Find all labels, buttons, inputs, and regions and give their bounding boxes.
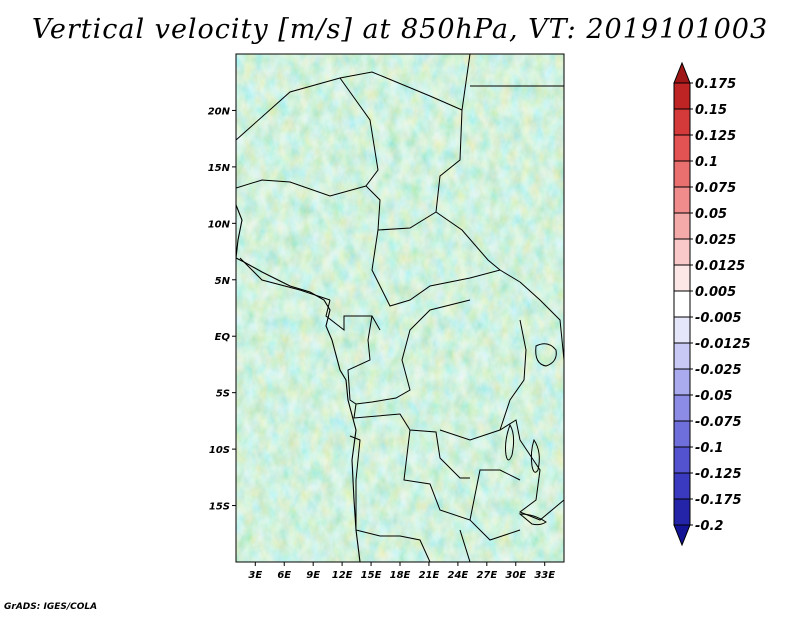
- latitude-axis: 20N 15N 10N 5N EQ 5S 10S 15S: [208, 106, 236, 513]
- colorbar-label: -0.125: [695, 467, 742, 482]
- colorbar-box: [673, 238, 691, 266]
- plot-title: Vertical velocity [m/s] at 850hPa, VT: 2…: [31, 14, 769, 45]
- colorbar-box: [673, 472, 691, 500]
- colorbar-top-arrow: [673, 61, 691, 84]
- lon-tick-label: 30E: [505, 570, 526, 581]
- colorbar-label: 0.125: [695, 129, 736, 144]
- colorbar-label: -0.005: [695, 311, 742, 326]
- lat-tick-label: 15S: [209, 502, 230, 513]
- lon-tick-label: 24E: [448, 570, 469, 581]
- colorbar-label: 0.075: [695, 181, 736, 196]
- colorbar-box: [673, 82, 691, 110]
- colorbar-box: [673, 108, 691, 136]
- colorbar-label: -0.2: [695, 519, 723, 534]
- colorbar-label: 0.175: [695, 77, 736, 92]
- colorbar-box: [673, 498, 691, 526]
- colorbar-box: [673, 212, 691, 240]
- grads-credit: GrADS: IGES/COLA: [4, 602, 98, 612]
- colorbar-box: [673, 342, 691, 370]
- lon-tick-label: 33E: [534, 570, 555, 581]
- lon-tick-label: 6E: [277, 570, 291, 581]
- colorbar-label: 0.1: [695, 155, 718, 170]
- colorbar-box: [673, 186, 691, 214]
- lat-tick-label: 10S: [209, 445, 230, 456]
- colorbar-box: [673, 134, 691, 162]
- colorbar: 0.175 0.15 0.125 0.1 0.075 0.05 0.025 0.0125 0.0…: [673, 61, 751, 547]
- colorbar-label: -0.05: [695, 389, 732, 404]
- country-borders: [236, 54, 564, 562]
- lon-tick-label: 9E: [306, 570, 320, 581]
- velocity-field: [236, 54, 564, 562]
- lon-tick-label: 18E: [390, 570, 411, 581]
- colorbar-label: -0.0125: [695, 337, 751, 352]
- colorbar-label: 0.05: [695, 207, 727, 222]
- longitude-axis: 3E 6E 9E 12E 15E 18E 21E 24E 27E 30E 33E: [248, 562, 555, 581]
- lon-tick-label: 12E: [332, 570, 353, 581]
- lat-tick-label: 5S: [216, 389, 230, 400]
- lon-tick-label: 21E: [419, 570, 440, 581]
- colorbar-label: -0.1: [695, 441, 723, 456]
- lon-tick-label: 27E: [476, 570, 497, 581]
- colorbar-label: 0.0125: [695, 259, 745, 274]
- colorbar-bottom-arrow: [673, 524, 691, 547]
- coastline: [236, 204, 361, 562]
- colorbar-box: [673, 446, 691, 474]
- colorbar-box: [673, 290, 691, 318]
- colorbar-box: [673, 316, 691, 344]
- lat-tick-label: 5N: [215, 276, 231, 287]
- colorbar-label: 0.15: [695, 103, 727, 118]
- colorbar-box: [673, 394, 691, 422]
- lat-tick-label: 15N: [208, 163, 231, 174]
- lat-tick-label: 10N: [208, 219, 231, 230]
- colorbar-box: [673, 368, 691, 396]
- lat-tick-label: EQ: [215, 332, 231, 343]
- lon-tick-label: 3E: [248, 570, 262, 581]
- lon-tick-label: 15E: [361, 570, 382, 581]
- colorbar-label: -0.175: [695, 493, 742, 508]
- colorbar-box: [673, 160, 691, 188]
- colorbar-label: 0.025: [695, 233, 736, 248]
- colorbar-box: [673, 264, 691, 292]
- colorbar-label: 0.005: [695, 285, 736, 300]
- colorbar-box: [673, 420, 691, 448]
- colorbar-label: -0.075: [695, 415, 742, 430]
- colorbar-label: -0.025: [695, 363, 742, 378]
- lat-tick-label: 20N: [208, 106, 231, 117]
